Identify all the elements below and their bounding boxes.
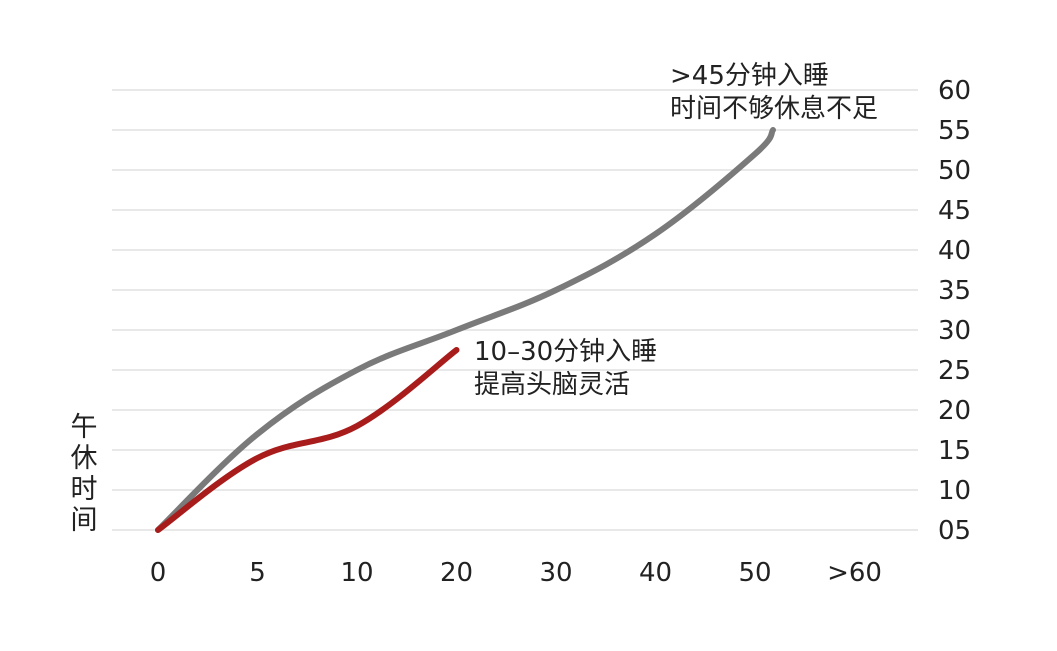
y-tick-label: 50 — [938, 156, 971, 186]
y-tick-label: 35 — [938, 276, 971, 306]
annotation-line: 10–30分钟入睡 — [474, 337, 657, 367]
y-tick-label: 30 — [938, 316, 971, 346]
grid-layer — [112, 89, 918, 531]
y-axis-label-char: 休 — [71, 443, 98, 474]
y-axis-label-char: 间 — [71, 505, 98, 536]
x-tick-label: 30 — [539, 558, 572, 588]
series-layer — [155, 127, 776, 533]
x-tick-label: 5 — [249, 558, 266, 588]
annotation-line: 时间不够休息不足 — [670, 94, 878, 124]
y-tick-label: 45 — [938, 196, 971, 226]
y-tick-label: 15 — [938, 436, 971, 466]
x-tick-label: 20 — [440, 558, 473, 588]
series-line-1 — [155, 347, 460, 533]
y-tick-labels: 05 10 15 20 25 30 35 40 45 50 55 60 — [938, 76, 971, 546]
x-tick-label: 40 — [639, 558, 672, 588]
y-tick-label: 25 — [938, 356, 971, 386]
y-tick-label: 60 — [938, 76, 971, 106]
series-line-0 — [155, 127, 776, 533]
x-tick-labels: 0 5 10 20 30 40 50 >60 — [150, 558, 882, 588]
x-tick-label: 10 — [340, 558, 373, 588]
annotation-line: >45分钟入睡 — [670, 61, 829, 91]
y-tick-label: 55 — [938, 116, 971, 146]
y-tick-label: 40 — [938, 236, 971, 266]
y-tick-label: 05 — [938, 516, 971, 546]
x-tick-label: 50 — [738, 558, 771, 588]
y-tick-label: 20 — [938, 396, 971, 426]
x-tick-label: 0 — [150, 558, 167, 588]
y-axis-label-char: 时 — [71, 474, 98, 505]
x-tick-label: >60 — [827, 558, 882, 588]
annotation-line: 提高头脑灵活 — [474, 370, 630, 400]
y-tick-label: 10 — [938, 476, 971, 506]
y-axis-label-char: 午 — [71, 412, 98, 443]
